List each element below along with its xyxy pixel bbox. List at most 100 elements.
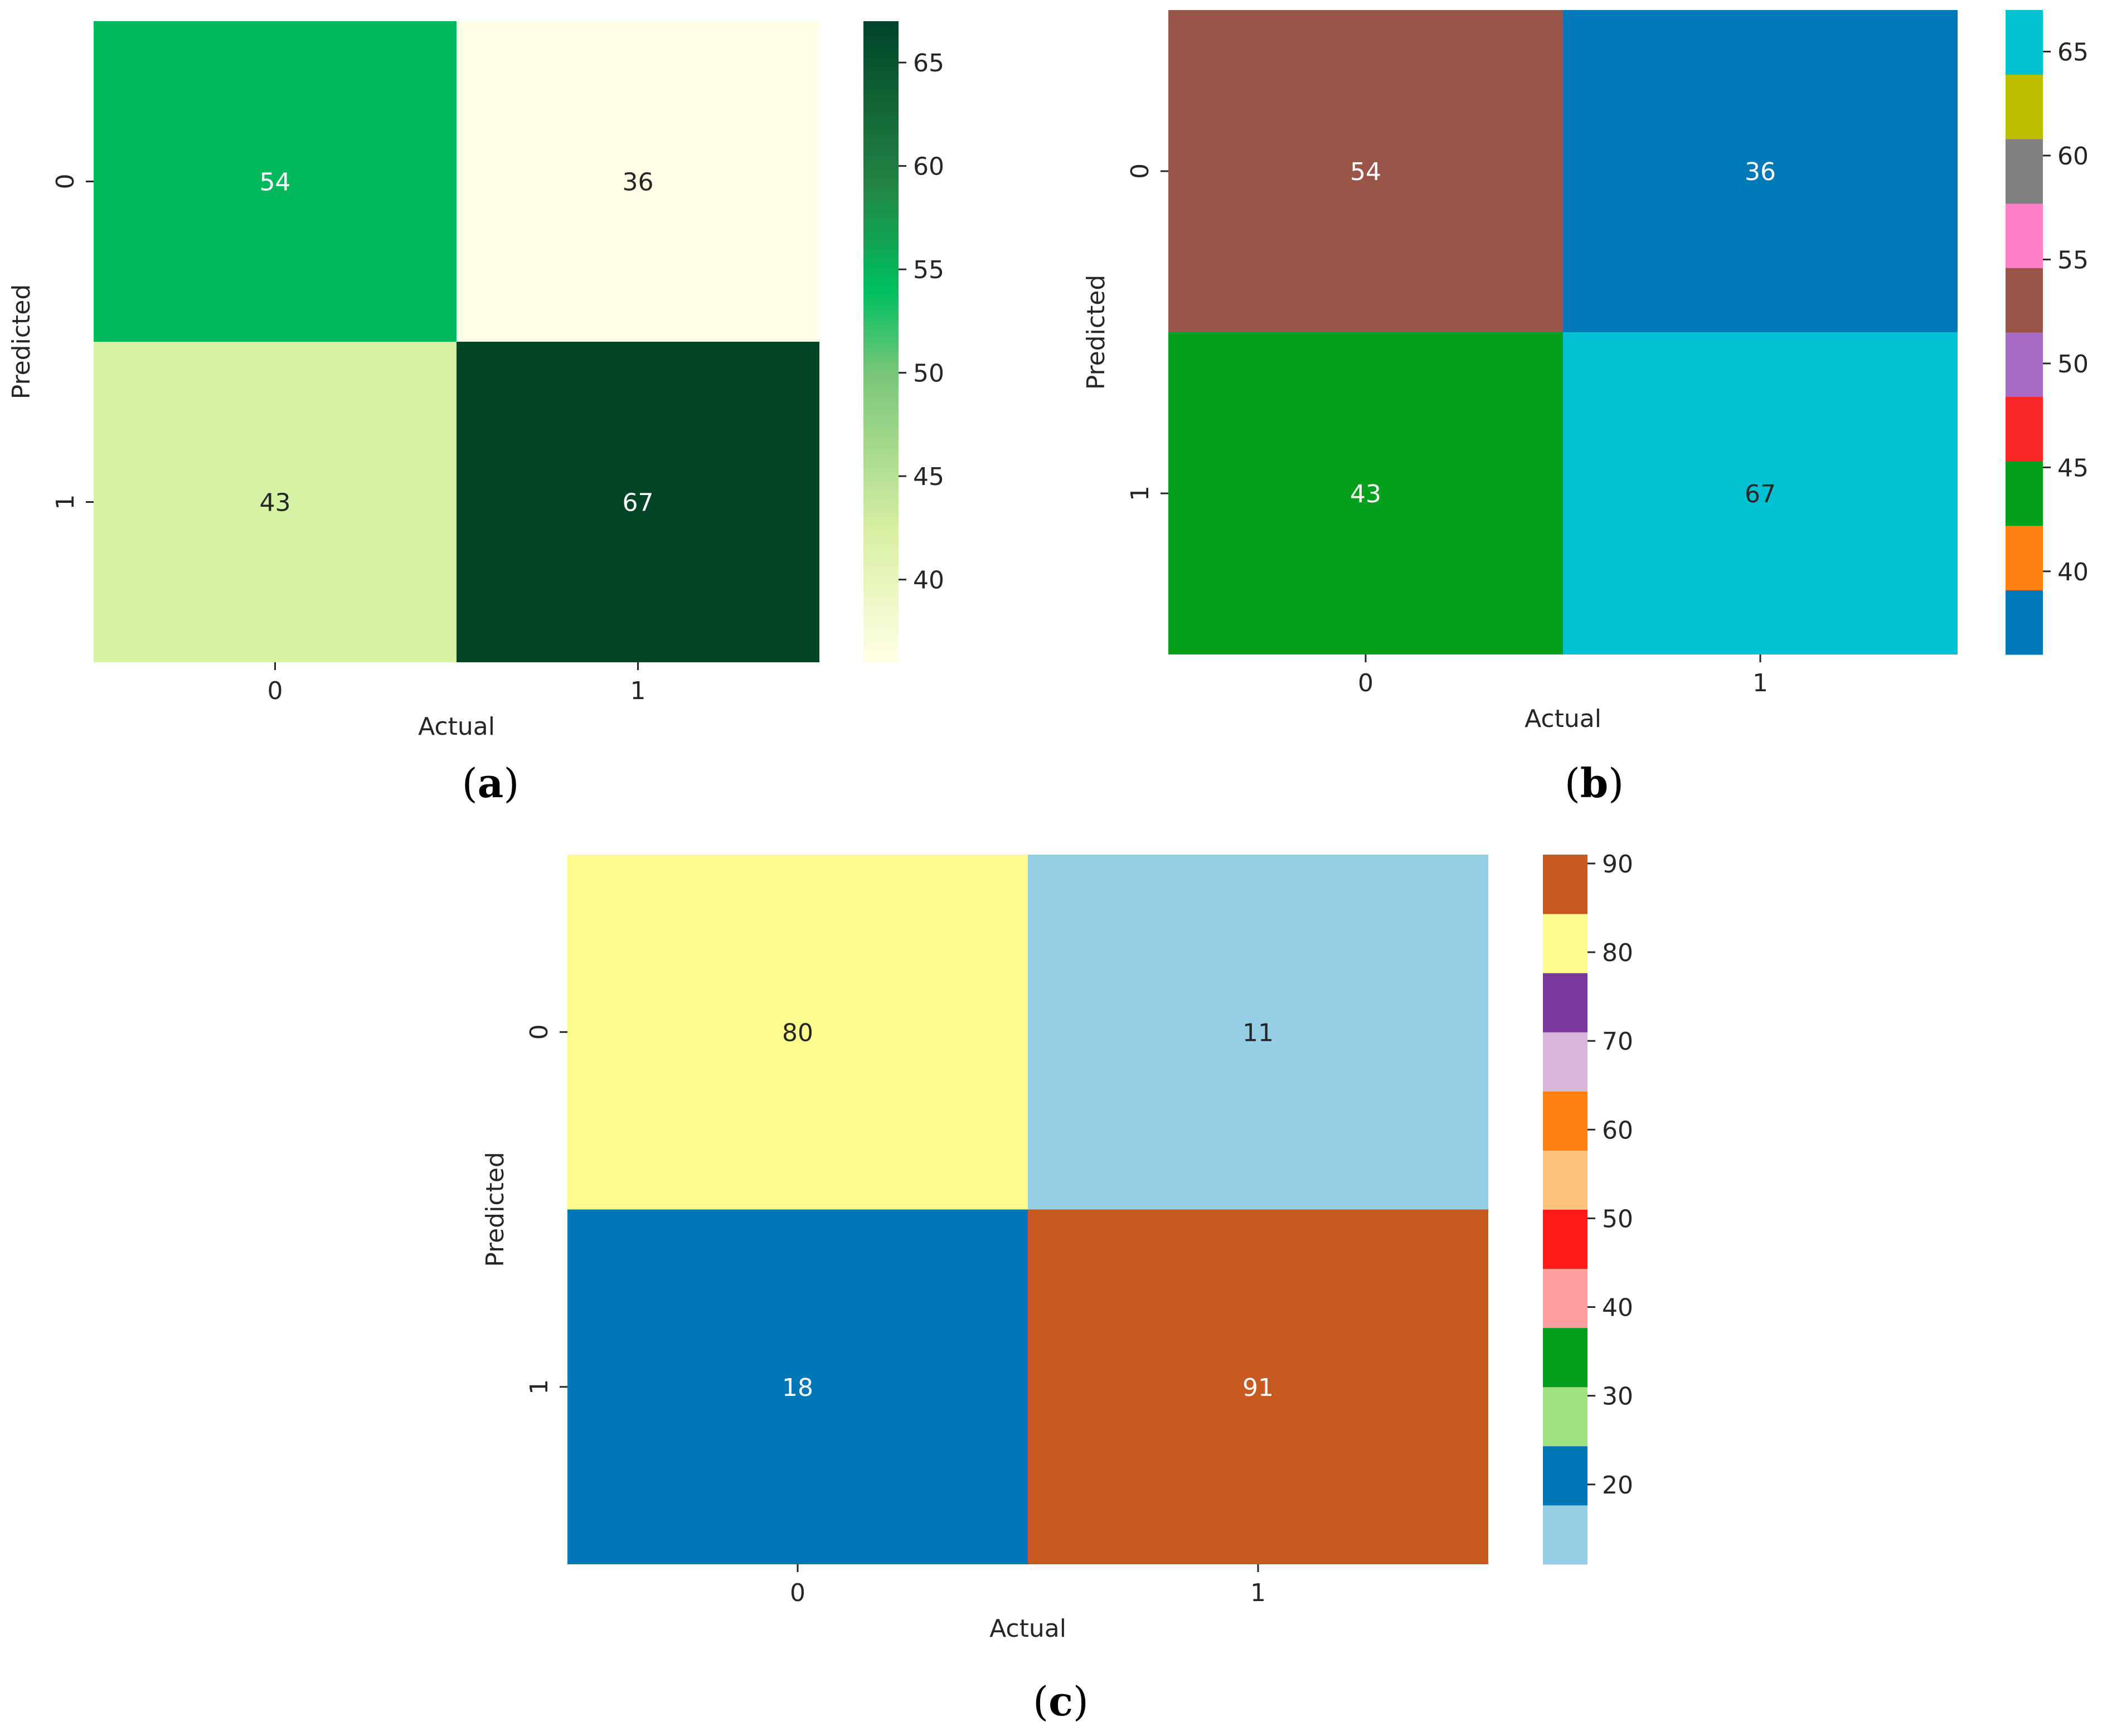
colorbar-gradient-slice xyxy=(863,566,899,572)
colorbar-gradient-slice xyxy=(863,288,899,294)
colorbar-gradient-slice xyxy=(863,454,899,460)
colorbar-bin xyxy=(1543,914,1587,973)
colorbar-bin xyxy=(2006,525,2043,590)
colorbar-gradient-slice xyxy=(863,459,899,465)
colorbar-gradient-slice xyxy=(863,235,899,241)
heatmap-cell-r1-c1 xyxy=(1563,332,1958,654)
colorbar-gradient-slice xyxy=(863,133,899,139)
colorbar-gradient-slice xyxy=(863,192,899,198)
colorbar-gradient-slice xyxy=(863,518,899,524)
colorbar-gradient-slice xyxy=(863,427,899,433)
heatmap-cell-r1-c0 xyxy=(1168,332,1563,654)
colorbar-gradient-slice xyxy=(863,619,899,625)
colorbar-gradient-slice xyxy=(863,64,899,70)
colorbar-tick-label: 40 xyxy=(1602,1294,1633,1322)
x-tick-label: 1 xyxy=(1752,669,1768,697)
colorbar-gradient-slice xyxy=(863,47,899,54)
colorbar-gradient-slice xyxy=(863,539,899,545)
panel-b-ylabel: Predicted xyxy=(1082,275,1110,390)
colorbar-gradient-slice xyxy=(863,128,899,134)
colorbar-gradient-slice xyxy=(863,154,899,161)
colorbar-gradient-slice xyxy=(863,80,899,86)
colorbar-gradient-slice xyxy=(863,443,899,449)
colorbar-gradient-slice xyxy=(863,646,899,652)
colorbar-gradient-slice xyxy=(863,438,899,444)
colorbar-gradient-slice xyxy=(863,187,899,193)
colorbar-bin xyxy=(1543,973,1587,1032)
colorbar-gradient-slice xyxy=(863,609,899,615)
colorbar-bin xyxy=(1543,1505,1587,1565)
panel-c-caption-letter: c xyxy=(1048,1677,1073,1725)
colorbar-gradient-slice xyxy=(863,224,899,230)
colorbar-bin xyxy=(2006,268,2043,333)
cell-value-label: 67 xyxy=(1745,480,1776,508)
colorbar-gradient-slice xyxy=(863,21,899,27)
colorbar-gradient-slice xyxy=(863,165,899,172)
colorbar-tick-label: 60 xyxy=(1602,1116,1633,1145)
y-tick-label: 1 xyxy=(51,494,80,510)
cell-value-label: 43 xyxy=(1350,480,1381,508)
colorbar-gradient-slice xyxy=(863,502,899,508)
colorbar-gradient-slice xyxy=(863,571,899,578)
x-tick-label: 1 xyxy=(630,677,646,705)
colorbar-gradient-slice xyxy=(863,266,899,273)
panel-a-colorbar: 40 45 50 55 60 65 xyxy=(863,21,944,663)
panel-c-caption: (c) xyxy=(1033,1677,1089,1725)
colorbar-gradient-slice xyxy=(863,560,899,567)
colorbar-gradient-slice xyxy=(863,202,899,209)
colorbar-gradient-slice xyxy=(863,624,899,631)
colorbar-gradient-slice xyxy=(863,256,899,263)
colorbar-gradient-slice xyxy=(863,512,899,519)
colorbar-gradient-slice xyxy=(863,534,899,540)
colorbar-gradient-slice xyxy=(863,101,899,108)
y-tick-label: 1 xyxy=(1126,486,1154,501)
colorbar-gradient-slice xyxy=(863,587,899,594)
colorbar-bin xyxy=(2006,203,2043,268)
panel-b-caption-letter: b xyxy=(1580,759,1608,807)
colorbar-tick-label: 90 xyxy=(1602,850,1633,879)
panel-a-ticks: 0 1 0 1 xyxy=(51,174,646,706)
colorbar-gradient-slice xyxy=(863,245,899,251)
colorbar-gradient-slice xyxy=(863,240,899,246)
colorbar-bin xyxy=(1543,1150,1587,1210)
colorbar-bin xyxy=(1543,1268,1587,1328)
heatmap-cell-r0-c1 xyxy=(1028,855,1488,1210)
panel-b-heatmap: 54 36 43 67 40 45 50 55 60 65 0 1 0 1 Actual Predic… xyxy=(1082,10,2089,807)
colorbar-tick-label: 50 xyxy=(913,360,944,388)
colorbar-tick-label: 50 xyxy=(1602,1205,1633,1233)
colorbar-gradient-slice xyxy=(863,475,899,481)
y-tick-label: 1 xyxy=(525,1379,554,1395)
colorbar-bin xyxy=(2006,461,2043,526)
colorbar-tick-label: 55 xyxy=(913,256,944,284)
colorbar-gradient-slice xyxy=(863,69,899,75)
cell-value-label: 54 xyxy=(1350,158,1381,186)
y-tick-label: 0 xyxy=(1126,163,1154,179)
panel-c-heatmap: 80 11 18 91 20 30 40 50 60 70 80 90 0 1 0 1 Actual Pr… xyxy=(481,850,1633,1725)
panel-b-caption: (b) xyxy=(1565,759,1624,807)
panel-a-caption: (a) xyxy=(462,759,520,807)
colorbar-gradient-slice xyxy=(863,219,899,225)
colorbar-tick-label: 40 xyxy=(913,566,944,595)
cell-value-label: 91 xyxy=(1242,1374,1274,1402)
cell-value-label: 36 xyxy=(623,168,654,197)
heatmap-cell-r0-c1 xyxy=(457,21,819,342)
colorbar-bin xyxy=(1543,1386,1587,1447)
colorbar-gradient-slice xyxy=(863,331,899,337)
colorbar-tick-label: 55 xyxy=(2057,246,2089,274)
panel-b-xlabel: Actual xyxy=(1525,705,1601,733)
colorbar-gradient-slice xyxy=(863,176,899,182)
colorbar-gradient-slice xyxy=(863,352,899,358)
colorbar-tick-label: 60 xyxy=(2057,142,2089,171)
colorbar-tick-label: 80 xyxy=(1602,939,1633,967)
colorbar-gradient-slice xyxy=(863,251,899,257)
colorbar-gradient-slice xyxy=(863,481,899,487)
colorbar-gradient-slice xyxy=(863,283,899,289)
colorbar-gradient-slice xyxy=(863,336,899,342)
colorbar-tick-label: 40 xyxy=(2057,558,2089,586)
colorbar-gradient-slice xyxy=(863,96,899,102)
colorbar-gradient-slice xyxy=(863,582,899,588)
colorbar-gradient-slice xyxy=(863,53,899,59)
colorbar-gradient-slice xyxy=(863,384,899,391)
heatmap-cell-r1-c0 xyxy=(567,1209,1028,1564)
